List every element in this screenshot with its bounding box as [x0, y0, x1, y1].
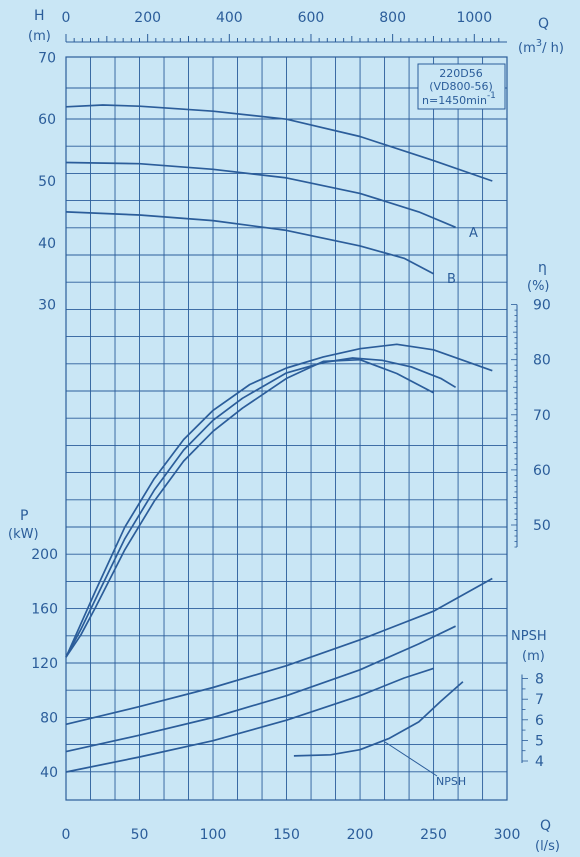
q-bottom-tick-label: 100 [200, 827, 227, 843]
p-tick-label: 200 [31, 547, 58, 563]
q-bottom-tick-label: 0 [62, 827, 71, 843]
tick-labels: 0 200 400 600 800 1000 0 50 100 150 200 250 300 30 40 5… [31, 10, 551, 843]
efficiency-curve-2 [65, 357, 457, 658]
eta-axis-letter: η [538, 260, 547, 276]
model-speed: n=1450min-1 [422, 91, 496, 107]
eta-tick-label: 80 [533, 353, 551, 369]
eta-axis-unit: (%) [527, 279, 550, 294]
curves [65, 104, 493, 773]
q-top-tick-label: 600 [298, 10, 325, 26]
h-tick-label: 40 [38, 236, 56, 252]
h-axis-letter: H [34, 8, 45, 24]
q-top-tick-label: 800 [379, 10, 406, 26]
eta-tick-label: 90 [533, 298, 551, 314]
npsh-tick-label: 8 [535, 672, 544, 688]
eta-tick-label: 70 [533, 408, 551, 424]
q-top-unit: (m3/ h) [518, 38, 564, 56]
q-top-unit-sup: 3 [536, 38, 542, 49]
head-curve-1 [65, 104, 493, 182]
q-top-tick-label: 400 [216, 10, 243, 26]
curve-a-label: A [469, 226, 478, 241]
q-top-tick-label: 0 [62, 10, 71, 26]
q-bottom-tick-label: 200 [347, 827, 374, 843]
efficiency-curve-1 [65, 343, 493, 658]
npsh-axis [521, 674, 528, 764]
h-tick-label: 60 [38, 112, 56, 128]
curve-b-label: B [447, 272, 456, 287]
q-bottom-tick-label: 150 [273, 827, 300, 843]
q-bottom-unit: (l/s) [535, 839, 560, 854]
model-code: 220D56 [439, 67, 482, 80]
p-axis-unit: (kW) [8, 527, 39, 542]
npsh-axis-unit: (m) [522, 649, 545, 664]
eta-tick-label: 60 [533, 463, 551, 479]
h-tick-label: 50 [38, 174, 56, 190]
power-curve-1 [65, 577, 493, 726]
q-top-unit-pre: (m [518, 41, 536, 56]
p-tick-label: 80 [40, 710, 58, 726]
p-tick-label: 160 [31, 601, 58, 617]
model-speed-text: n=1450min [422, 94, 487, 107]
q-bottom-letter: Q [540, 818, 551, 834]
q-top-unit-post: / h) [542, 41, 564, 56]
q-top-tick-label: 200 [134, 10, 161, 26]
npsh-leader-line [384, 741, 438, 777]
npsh-axis-letter: NPSH [511, 629, 547, 644]
power-curve-3 [65, 667, 434, 773]
head-curve-3 [65, 211, 434, 275]
npsh-tick-label: 6 [535, 713, 544, 729]
power-curve-2 [65, 625, 456, 753]
q-bottom-tick-label: 300 [494, 827, 521, 843]
h-tick-label: 70 [38, 50, 56, 66]
q-top-tick-label: 1000 [456, 10, 492, 26]
gridlines [66, 57, 507, 800]
npsh-tick-label: 7 [535, 692, 544, 708]
p-tick-label: 40 [40, 765, 58, 781]
model-info-box [417, 63, 506, 110]
h-axis-unit: (m) [28, 29, 51, 44]
model-alt-code: (VD800-56) [429, 80, 493, 93]
head-curve-2 [65, 161, 456, 229]
h-tick-label: 30 [38, 298, 56, 314]
p-tick-label: 120 [31, 656, 58, 672]
efficiency-axis [511, 304, 518, 548]
eta-tick-label: 50 [533, 518, 551, 534]
q-bottom-tick-label: 250 [420, 827, 447, 843]
model-speed-sup: -1 [487, 91, 496, 101]
efficiency-curve-3 [65, 358, 434, 658]
q-bottom-tick-label: 50 [131, 827, 149, 843]
top-q-ruler [65, 34, 507, 43]
p-axis-letter: P [20, 508, 28, 524]
npsh-curve-label: NPSH [436, 775, 466, 788]
q-top-letter: Q [538, 16, 549, 32]
npsh-tick-label: 5 [535, 733, 544, 749]
npsh-curve [293, 681, 464, 757]
npsh-tick-label: 4 [535, 754, 544, 770]
